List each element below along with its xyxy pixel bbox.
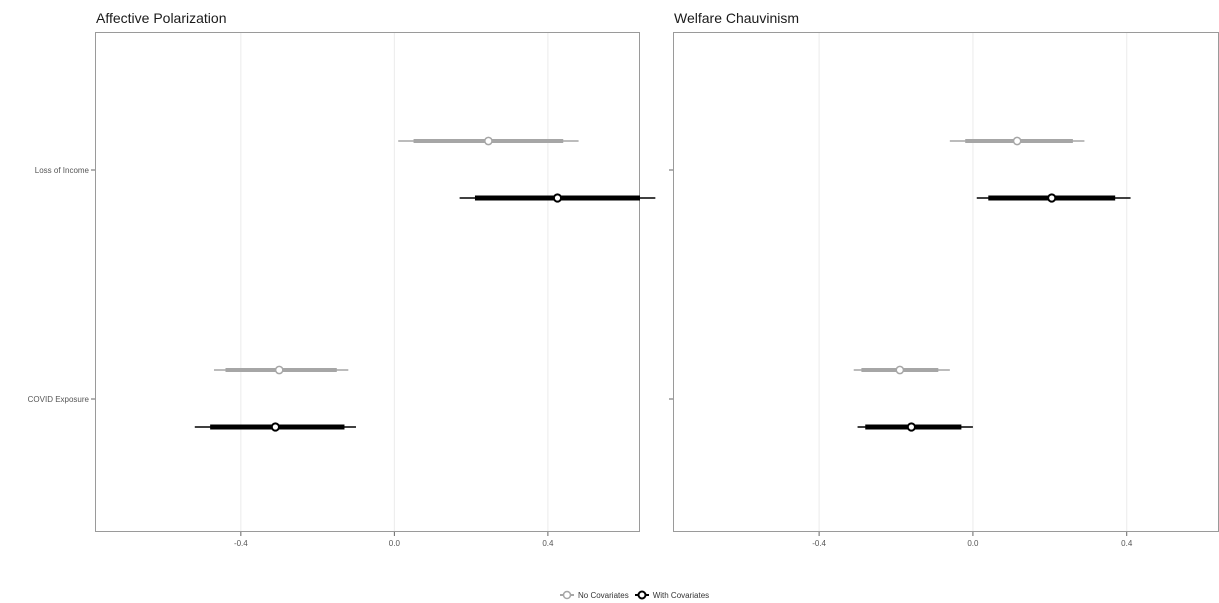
legend-key-no-covariates: [560, 590, 574, 600]
coefficient-plot: -0.4 0.0 0.4 Loss of Income COVID Exposure -0…: [28, 32, 1219, 548]
x-tick-label-affective-polarization: -0.4: [234, 539, 248, 548]
x-tick-label-affective-polarization: 0.4: [542, 539, 554, 548]
point-estimate-affective-polarization-covid-exposure-with-covariates: [270, 422, 280, 432]
x-tick-label-welfare-chauvinism: 0.4: [1121, 539, 1133, 548]
panel-title-welfare-chauvinism: Welfare Chauvinism: [674, 10, 800, 26]
legend: No Covariates With Covariates: [560, 588, 709, 602]
panel-frame-welfare-chauvinism: [673, 32, 1219, 532]
point-estimate-welfare-chauvinism-loss-of-income-no-covariates: [1012, 136, 1022, 146]
point-estimate-welfare-chauvinism-covid-exposure-with-covariates: [906, 422, 916, 432]
x-tick-label-welfare-chauvinism: 0.0: [967, 539, 979, 548]
y-tick-label-loss-of-income: Loss of Income: [35, 166, 90, 175]
legend-label-no-covariates: No Covariates: [578, 590, 629, 600]
point-estimate-welfare-chauvinism-covid-exposure-no-covariates: [895, 365, 905, 375]
point-estimate-affective-polarization-covid-exposure-no-covariates: [274, 365, 284, 375]
legend-label-with-covariates: With Covariates: [652, 590, 710, 600]
y-tick-label-covid-exposure: COVID Exposure: [28, 395, 90, 404]
panel-frame-affective-polarization: [95, 32, 640, 532]
legend-key-with-covariates: [634, 590, 649, 600]
point-estimate-affective-polarization-loss-of-income-no-covariates: [484, 136, 493, 146]
legend-item-with-covariates: With Covariates: [634, 590, 710, 600]
x-tick-label-welfare-chauvinism: -0.4: [812, 539, 826, 548]
panel-title-affective-polarization: Affective Polarization: [96, 10, 227, 26]
point-estimate-welfare-chauvinism-loss-of-income-with-covariates: [1047, 193, 1057, 203]
point-estimate-affective-polarization-loss-of-income-with-covariates: [552, 193, 563, 203]
legend-item-no-covariates: No Covariates: [560, 590, 629, 600]
x-tick-label-affective-polarization: 0.0: [389, 539, 401, 548]
